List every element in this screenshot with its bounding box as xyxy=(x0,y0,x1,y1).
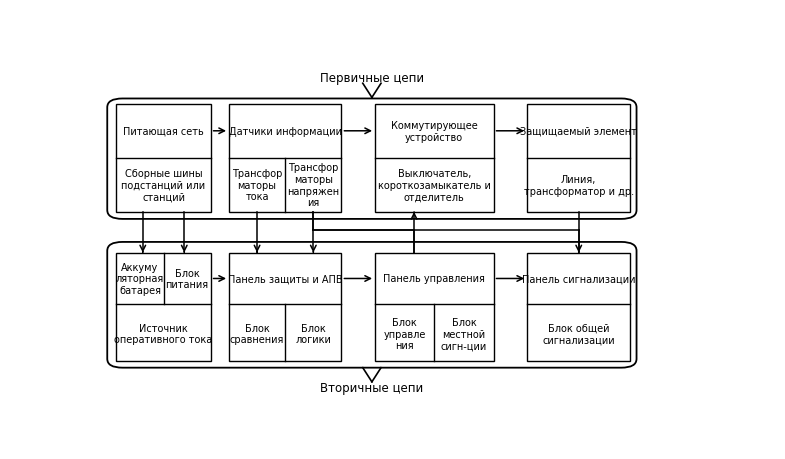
Text: Вторичные цепи: Вторичные цепи xyxy=(320,381,424,394)
Text: Блок
местной
сигн-ции: Блок местной сигн-ции xyxy=(441,317,487,350)
Text: Трансфор
маторы
напряжен
ия: Трансфор маторы напряжен ия xyxy=(287,163,339,208)
Bar xyxy=(527,105,630,213)
Text: Панель управления: Панель управления xyxy=(383,274,485,284)
Text: Трансфор
маторы
тока: Трансфор маторы тока xyxy=(232,169,283,202)
Text: Защищаемый элемент: Защищаемый элемент xyxy=(520,127,637,136)
Bar xyxy=(375,105,494,213)
Text: Аккуму
ляторная
батарея: Аккуму ляторная батарея xyxy=(116,262,164,296)
Text: Панель защиты и АПВ: Панель защиты и АПВ xyxy=(228,274,342,284)
Text: Панель сигнализации: Панель сигнализации xyxy=(522,274,636,284)
Text: Выключатель,
короткозамыкатель и
отделитель: Выключатель, короткозамыкатель и отделит… xyxy=(378,169,491,202)
Text: Первичные цепи: Первичные цепи xyxy=(319,72,424,84)
Text: Источник
оперативного тока: Источник оперативного тока xyxy=(115,323,213,345)
Text: Блок
сравнения: Блок сравнения xyxy=(230,323,284,345)
Bar xyxy=(375,253,494,361)
Bar xyxy=(116,105,210,213)
Text: Сборные шины
подстанций или
станций: Сборные шины подстанций или станций xyxy=(122,169,206,202)
Text: Блок
управле
ния: Блок управле ния xyxy=(383,317,425,350)
Text: Коммутирующее
устройство: Коммутирующее устройство xyxy=(391,121,477,142)
Text: Блок общей
сигнализации: Блок общей сигнализации xyxy=(542,323,615,345)
Text: Питающая сеть: Питающая сеть xyxy=(123,127,204,136)
Bar xyxy=(229,105,341,213)
Text: Блок
питания: Блок питания xyxy=(166,268,209,290)
Text: Датчики информации: Датчики информации xyxy=(228,127,341,136)
Bar xyxy=(116,253,210,361)
Text: Линия,
трансформатор и др.: Линия, трансформатор и др. xyxy=(524,174,633,196)
Bar xyxy=(527,253,630,361)
Bar xyxy=(229,253,341,361)
Text: Блок
логики: Блок логики xyxy=(295,323,331,345)
